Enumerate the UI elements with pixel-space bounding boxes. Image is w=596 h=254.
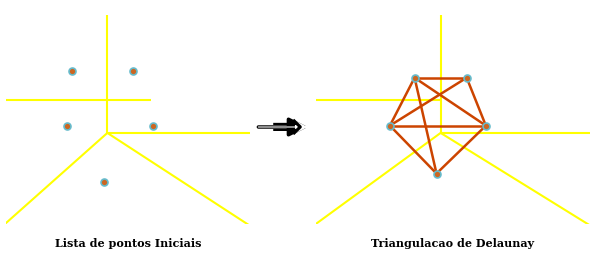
Text: Lista de pontos Iniciais: Lista de pontos Iniciais: [55, 238, 201, 249]
Text: Triangulacao de Delaunay: Triangulacao de Delaunay: [371, 238, 535, 249]
Text: $\Rightarrow$: $\Rightarrow$: [263, 108, 303, 146]
